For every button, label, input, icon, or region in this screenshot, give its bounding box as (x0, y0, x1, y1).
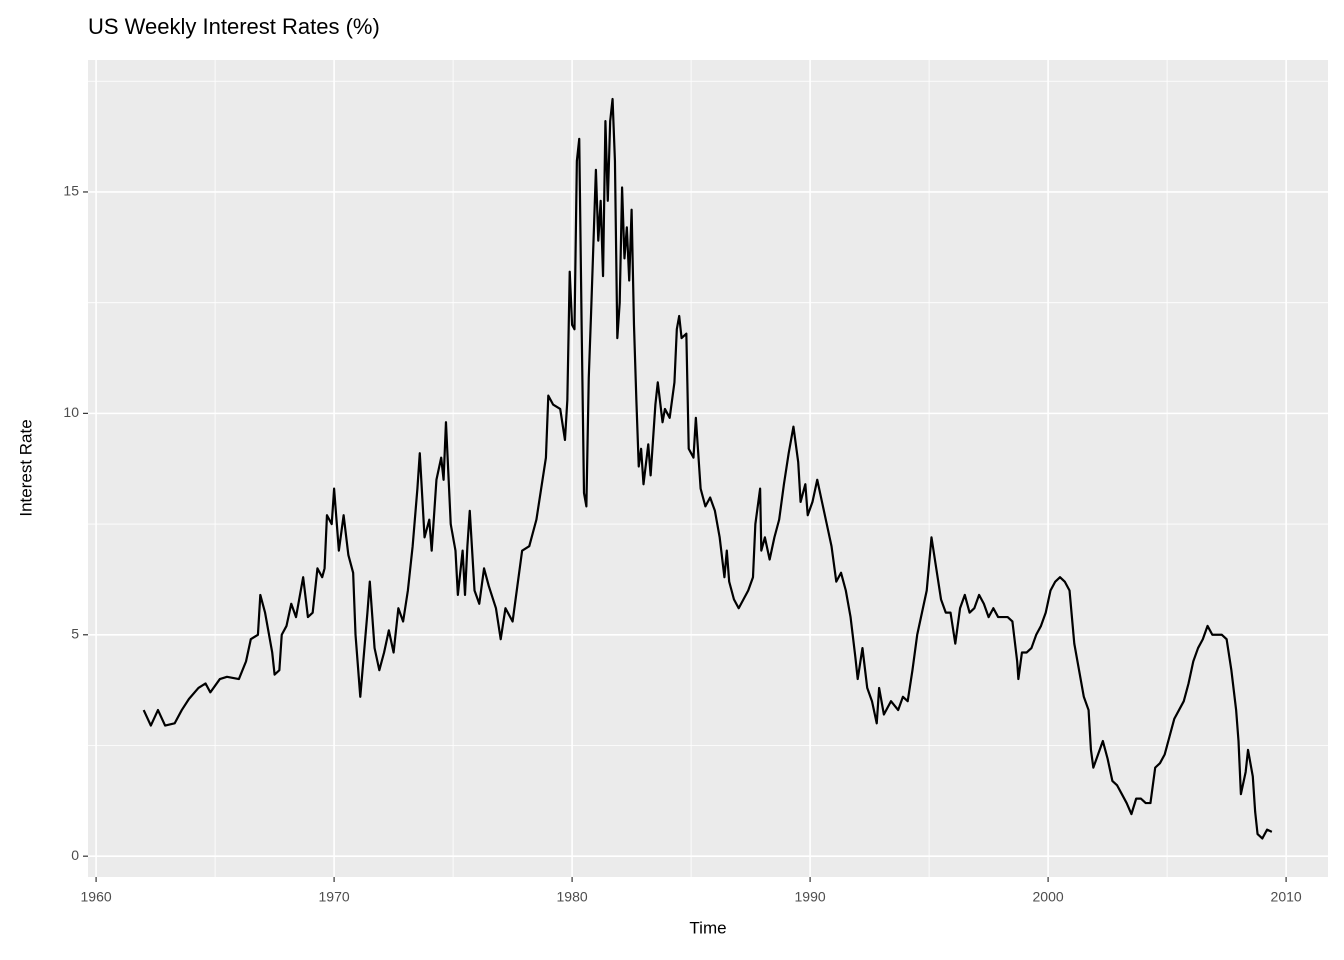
y-tick-label: 5 (71, 625, 79, 641)
x-tick-label: 2010 (1271, 889, 1302, 905)
x-tick-label: 1960 (81, 889, 112, 905)
chart-title: US Weekly Interest Rates (%) (88, 14, 380, 39)
x-tick-label: 2000 (1033, 889, 1064, 905)
x-tick-label: 1980 (557, 889, 588, 905)
x-axis-label: Time (689, 918, 726, 937)
y-tick-label: 10 (63, 404, 79, 420)
y-axis-label: Interest Rate (16, 419, 35, 516)
line (142, 97, 1273, 840)
plot-panel (88, 60, 1328, 877)
x-tick-label: 1990 (795, 889, 826, 905)
y-tick-label: 15 (63, 183, 79, 199)
y-tick-label: 0 (71, 847, 79, 863)
x-tick-label: 1970 (319, 889, 350, 905)
